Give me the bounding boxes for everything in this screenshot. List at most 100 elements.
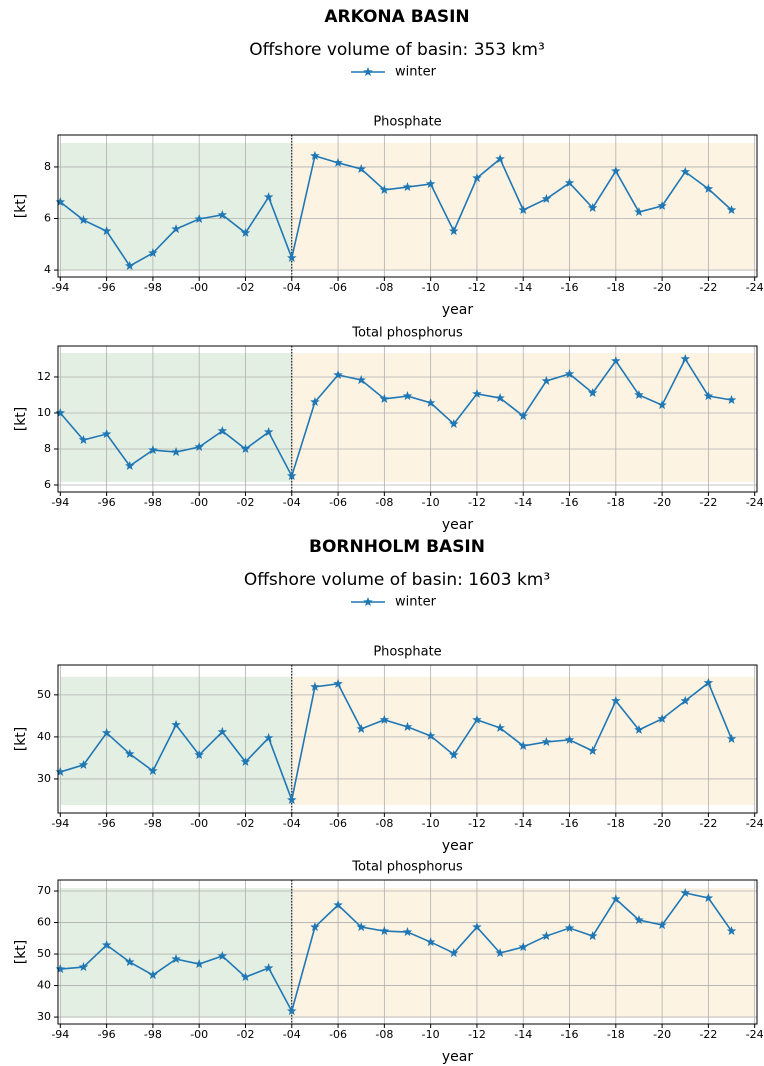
x-tick-label: -98	[144, 1028, 162, 1041]
legend-label: winter	[395, 65, 437, 80]
x-tick-label: -98	[144, 496, 162, 509]
point-marker	[263, 427, 274, 437]
point-marker	[703, 677, 714, 687]
point-marker	[263, 192, 274, 202]
period-span	[60, 353, 292, 482]
x-axis-label: year	[442, 302, 473, 318]
y-tick-label: 4	[44, 263, 51, 276]
point-marker	[425, 178, 436, 189]
point-marker	[356, 375, 366, 385]
point-marker	[310, 150, 320, 160]
x-tick-label: -22	[699, 281, 717, 294]
point-marker	[402, 927, 413, 937]
chart-title: Phosphate	[373, 115, 441, 130]
point-marker	[495, 393, 505, 403]
point-marker	[287, 252, 297, 262]
point-marker	[55, 197, 66, 207]
chart-title: Phosphate	[373, 645, 441, 660]
y-axis-label: [kt]	[13, 727, 29, 752]
point-marker	[657, 920, 667, 930]
y-tick-label: 30	[37, 772, 51, 785]
x-tick-label: -04	[283, 817, 301, 830]
x-tick-label: -00	[190, 817, 208, 830]
point-marker	[402, 182, 413, 192]
y-tick-label: 40	[37, 979, 51, 992]
point-marker	[449, 948, 459, 958]
point-marker	[171, 224, 181, 234]
point-marker	[703, 893, 714, 903]
x-tick-label: -06	[329, 281, 347, 294]
point-marker	[472, 922, 482, 932]
point-marker	[472, 173, 482, 183]
point-marker	[148, 765, 158, 775]
y-tick-label: 6	[44, 478, 51, 491]
x-tick-label: -18	[607, 817, 625, 830]
point-marker	[726, 395, 737, 405]
point-marker	[333, 900, 343, 910]
subtitle: Offshore volume of basin: 1603 km³	[244, 570, 550, 590]
point-marker	[587, 745, 598, 755]
point-marker	[518, 942, 528, 952]
point-marker	[101, 727, 112, 737]
point-marker	[611, 355, 621, 365]
point-marker	[680, 888, 690, 898]
x-tick-label: -02	[236, 281, 254, 294]
point-marker	[564, 368, 575, 378]
point-marker	[379, 184, 390, 194]
y-tick-label: 60	[37, 916, 51, 929]
point-marker	[78, 434, 89, 445]
axes-frame	[57, 345, 758, 493]
x-tick-label: -94	[51, 817, 69, 830]
point-marker	[425, 397, 436, 407]
period-span	[60, 142, 292, 271]
point-marker	[101, 226, 112, 236]
subtitle: Offshore volume of basin: 353 km³	[249, 40, 545, 60]
x-tick-label: -04	[283, 281, 301, 294]
x-tick-label: -20	[653, 281, 671, 294]
point-marker	[78, 759, 89, 769]
x-tick-label: -16	[561, 1028, 579, 1041]
series-line	[59, 357, 732, 479]
y-tick-label: 40	[37, 730, 51, 743]
x-tick-label: -02	[236, 1028, 254, 1041]
point-marker	[518, 740, 528, 750]
series-line	[60, 892, 733, 1014]
point-marker	[564, 923, 575, 933]
point-marker	[379, 393, 390, 403]
point-marker	[541, 736, 552, 746]
x-axis-label: year	[442, 838, 473, 854]
point-marker	[217, 425, 228, 436]
point-marker	[634, 724, 644, 734]
point-marker	[449, 226, 459, 236]
point-marker	[125, 260, 135, 270]
point-marker	[564, 177, 575, 187]
axes-frame	[57, 134, 758, 278]
legend-marker	[363, 597, 373, 607]
y-axis-label: [kt]	[13, 407, 29, 432]
point-marker	[425, 937, 436, 947]
point-marker	[55, 766, 66, 776]
point-marker	[495, 153, 505, 164]
point-marker	[287, 1006, 297, 1016]
point-marker	[125, 957, 135, 967]
x-tick-label: -14	[514, 817, 532, 830]
x-tick-label: -14	[514, 1028, 532, 1041]
x-tick-label: -10	[422, 281, 440, 294]
point-marker	[310, 922, 320, 932]
x-tick-label: -12	[468, 281, 486, 294]
x-tick-label: -24	[746, 496, 764, 509]
x-tick-label: -20	[653, 1028, 671, 1041]
point-marker	[703, 183, 714, 193]
point-marker	[634, 389, 644, 400]
point-marker	[148, 248, 158, 258]
point-marker	[726, 733, 737, 743]
point-marker	[333, 157, 343, 167]
point-marker	[287, 470, 297, 481]
x-tick-label: -94	[51, 281, 69, 294]
period-span	[60, 676, 292, 806]
point-marker	[78, 962, 89, 972]
point-marker	[171, 719, 181, 729]
point-marker	[518, 411, 528, 421]
point-marker	[495, 948, 505, 958]
point-marker	[101, 429, 112, 439]
